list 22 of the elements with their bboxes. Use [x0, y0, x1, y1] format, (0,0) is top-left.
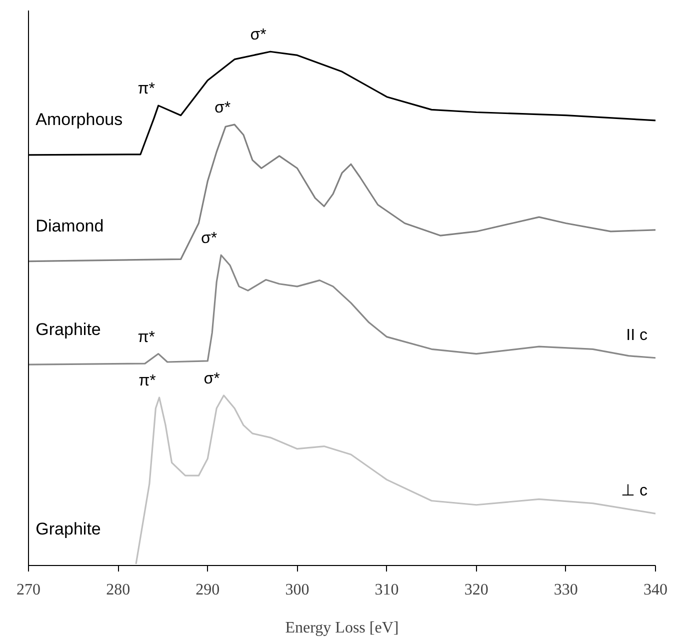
x-tick-label: 320 — [464, 582, 488, 598]
x-axis-title: Energy Loss [eV] — [285, 620, 399, 636]
annotation: σ* — [201, 230, 218, 248]
x-tick-label: 290 — [196, 582, 220, 598]
annotation: σ* — [250, 26, 266, 44]
annotation: ⊥ c — [621, 482, 648, 500]
annotation: π* — [138, 80, 156, 98]
x-tick-label: 270 — [16, 582, 40, 598]
x-tick-label: 340 — [644, 582, 668, 598]
annotation: II c — [626, 326, 648, 344]
series-label: Amorphous — [36, 110, 123, 130]
series-label: Diamond — [36, 216, 104, 236]
annotation: σ* — [204, 370, 220, 388]
series-label: Graphite — [36, 320, 101, 339]
annotation: π* — [138, 372, 156, 390]
x-tick-label: 280 — [106, 582, 130, 598]
annotation: π* — [138, 328, 156, 346]
text: Graphite — [36, 519, 101, 538]
x-tick-label: 310 — [374, 582, 399, 598]
x-tick-label: 330 — [554, 582, 578, 598]
x-tick-label: 300 — [285, 582, 310, 598]
annotation: σ* — [214, 100, 231, 117]
